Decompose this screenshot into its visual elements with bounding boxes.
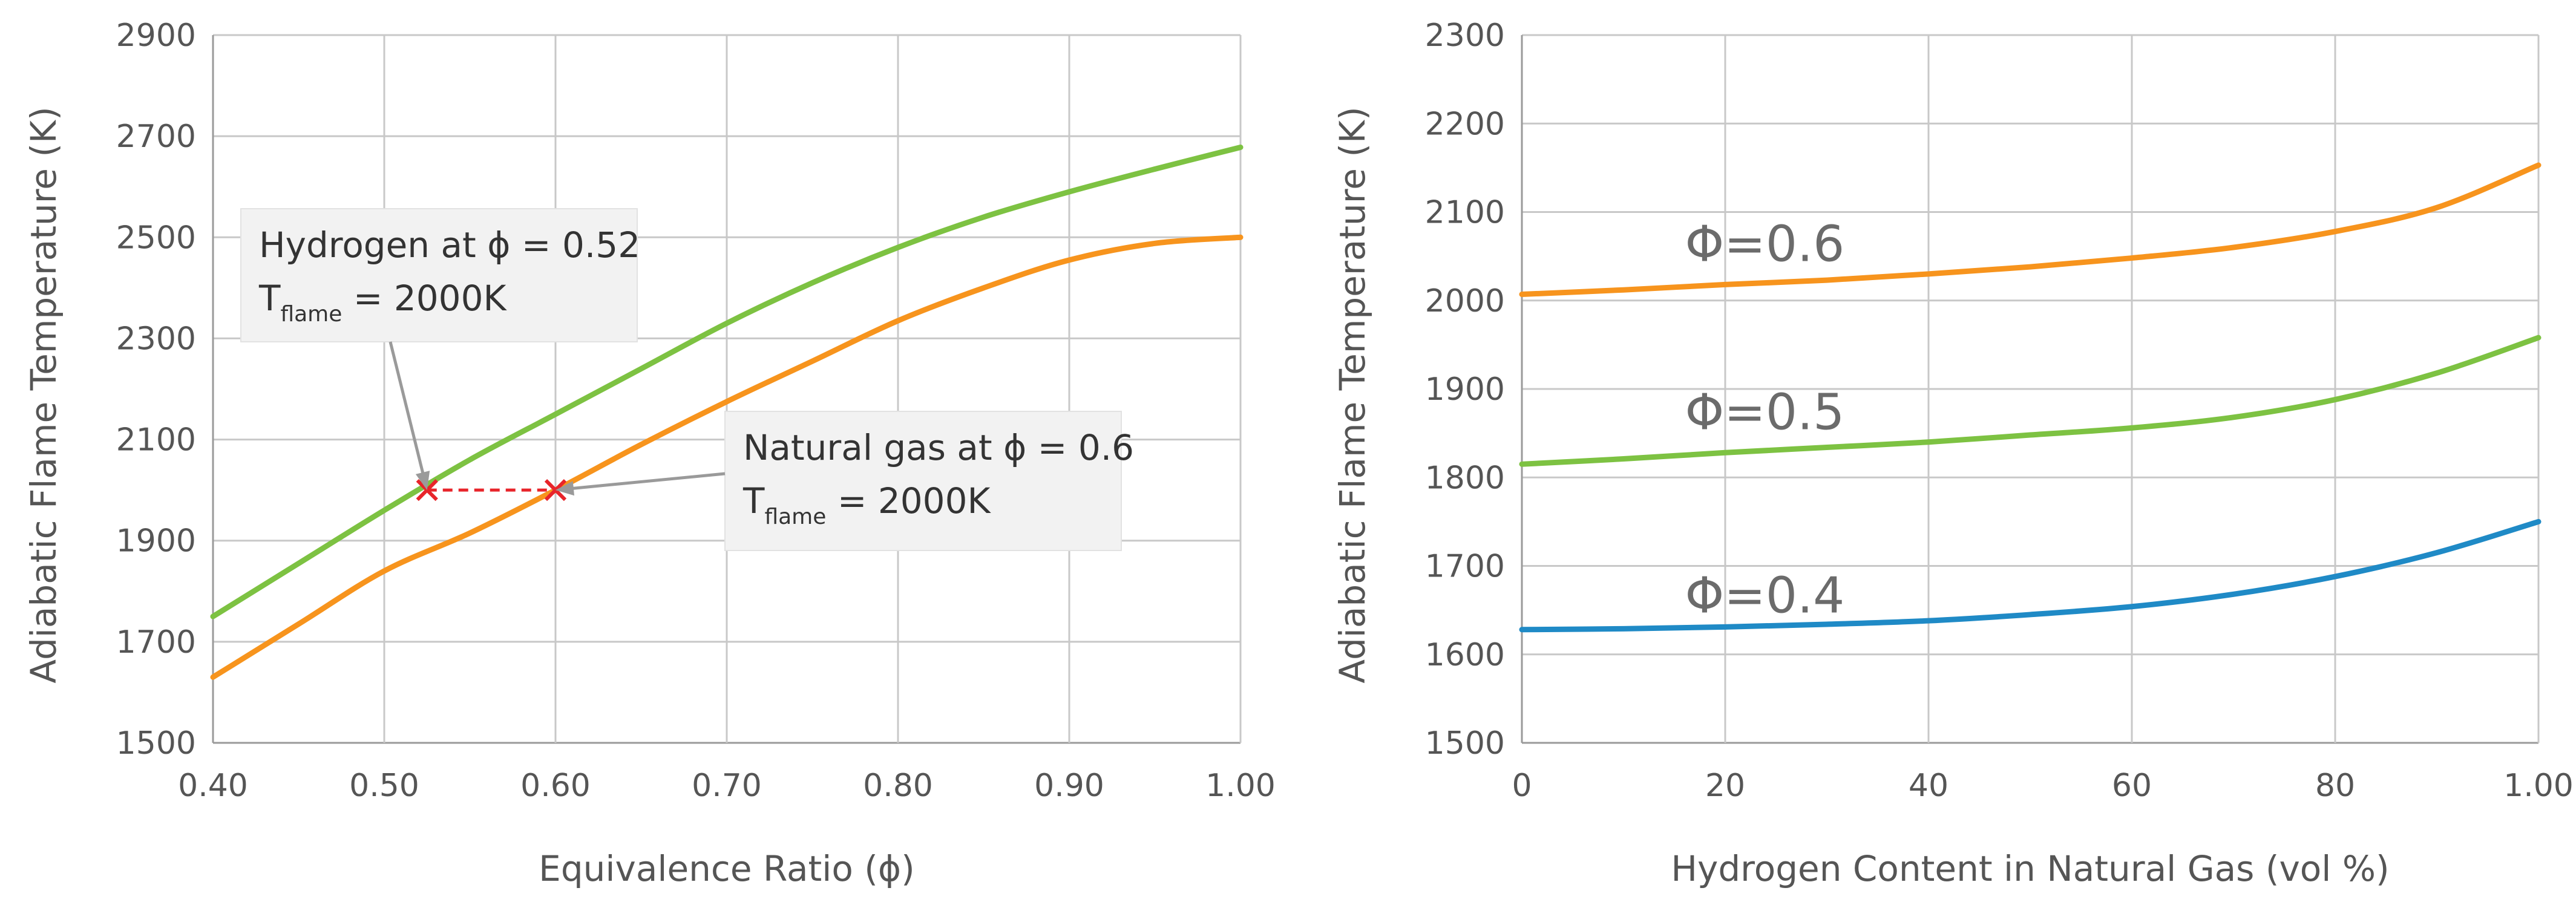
annotation-box [240,208,638,342]
left-x-tick-label: 0.90 [1034,768,1104,804]
right-series-line-1 [1519,335,2542,467]
left-x-tick-label: 0.60 [520,768,591,804]
left-series-line-0 [210,145,1244,619]
left-y-tick-label: 2500 [116,220,196,256]
right-x-tick-label: 1.00 [2503,768,2574,804]
right-x-tick-label: 0 [1512,768,1532,804]
annotation-box [724,411,1122,551]
left-y-tick-label: 1700 [116,624,196,661]
right-y-tick-label: 1900 [1425,371,1505,408]
left-y-tick-label: 2900 [116,18,196,54]
left-series-line-1 [210,234,1244,680]
right-y-tick-label: 1800 [1425,460,1505,496]
right-x-tick-label: 20 [1705,768,1745,804]
left-x-tick-label: 1.00 [1205,768,1276,804]
left-x-tick-label: 0.80 [863,768,933,804]
annotation-title: Natural gas at ϕ = 0.6 [743,427,1134,468]
right-series-label-1: Φ=0.5 [1685,384,1845,442]
annotation-tflame: Tflame = 2000K [258,278,507,327]
left-y-tick-label: 1500 [116,725,196,762]
right-y-tick-label: 2000 [1425,283,1505,319]
right-y-axis-label: Adiabatic Flame Temperature (K) [1332,106,1373,683]
right-x-axis-label: Hydrogen Content in Natural Gas (vol %) [1671,848,2389,889]
right-series-label-2: Φ=0.4 [1685,567,1845,624]
right-chart: 1500 1600 1700 1800 1900 2000 2100 2200 2300 0 20 4… [1332,18,2574,889]
left-annotation-0: Hydrogen at ϕ = 0.52 Tflame = 2000K [240,208,640,491]
annotation-arrowhead [556,481,575,496]
left-y-tick-label: 2100 [116,422,196,459]
right-series-line-2 [1519,518,2542,633]
left-y-tick-label: 2700 [116,119,196,155]
annotation-title: Hydrogen at ϕ = 0.52 [259,224,640,266]
left-y-tick-label: 2300 [116,321,196,357]
annotation-arrow [388,341,425,475]
right-series-label-0: Φ=0.6 [1685,216,1845,273]
annotation-arrowhead [415,471,430,491]
right-y-tick-label: 1500 [1425,725,1505,762]
right-x-tick-label: 80 [2315,768,2355,804]
left-x-tick-label: 0.40 [178,768,248,804]
right-y-tick-label: 2200 [1425,106,1505,142]
annotation-arrow [571,472,726,491]
right-y-tick-label: 2300 [1425,18,1505,54]
right-y-tick-label: 2100 [1425,195,1505,231]
left-x-axis-label: Equivalence Ratio (ϕ) [539,848,915,889]
left-x-tick-label: 0.70 [692,768,762,804]
left-y-axis-label: Adiabatic Flame Temperature (K) [23,106,64,683]
right-series-line-0 [1519,162,2542,298]
left-annotation-1: Natural gas at ϕ = 0.6 Tflame = 2000K [556,411,1134,551]
annotation-tflame: Tflame = 2000K [742,480,991,529]
right-y-tick-label: 1600 [1425,637,1505,673]
left-y-tick-label: 1900 [116,523,196,560]
right-x-tick-label: 60 [2112,768,2152,804]
left-chart: 1500 1700 1900 2100 2300 2500 2700 2900 0.40 0.50… [23,18,1276,889]
right-y-tick-label: 1700 [1425,549,1505,585]
right-x-tick-label: 40 [1909,768,1948,804]
left-x-tick-label: 0.50 [349,768,419,804]
